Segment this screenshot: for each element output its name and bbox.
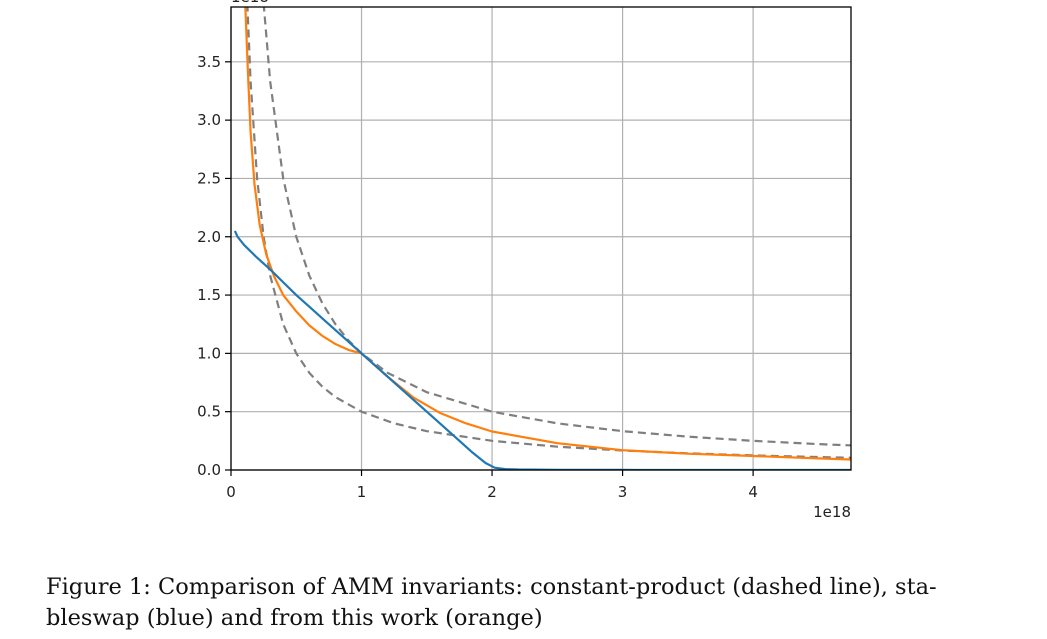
y-tick-label: 2.5 — [197, 169, 221, 187]
x-tick-label: 4 — [748, 483, 758, 501]
y-tick-label: 2.0 — [197, 228, 221, 246]
series-line-2 — [244, 7, 851, 461]
y-tick-label: 3.0 — [197, 111, 221, 129]
plot-frame — [230, 6, 852, 471]
y-offset-label: 1e18 — [231, 0, 269, 6]
figure-caption: Figure 1: Comparison of AMM invariants: … — [46, 572, 1021, 634]
x-tick-label: 2 — [487, 483, 497, 501]
caption-line-1: Figure 1: Comparison of AMM invariants: … — [46, 574, 937, 600]
y-tick-label: 1.0 — [197, 344, 221, 362]
x-tick-label: 1 — [357, 483, 367, 501]
dashed-series-line-0 — [262, 7, 851, 447]
x-offset-label: 1e18 — [813, 503, 851, 521]
ticks: 0 1 2 3 4 0.0 0.5 1.0 1.5 2.0 2.5 3.0 3.5 — [197, 53, 758, 501]
y-tick-label: 3.5 — [197, 53, 221, 71]
y-tick-label: 0.0 — [197, 461, 221, 479]
y-tick-label: 0.5 — [197, 403, 221, 421]
caption-line-2: bleswap (blue) and from this work (orang… — [46, 605, 543, 631]
x-tick-label: 0 — [226, 483, 236, 501]
plot-area — [231, 7, 851, 470]
chart: 0 1 2 3 4 0.0 0.5 1.0 1.5 2.0 2.5 3.0 3.5 1e18 1e18 — [197, 0, 852, 521]
x-tick-label: 3 — [618, 483, 628, 501]
y-tick-label: 1.5 — [197, 286, 221, 304]
